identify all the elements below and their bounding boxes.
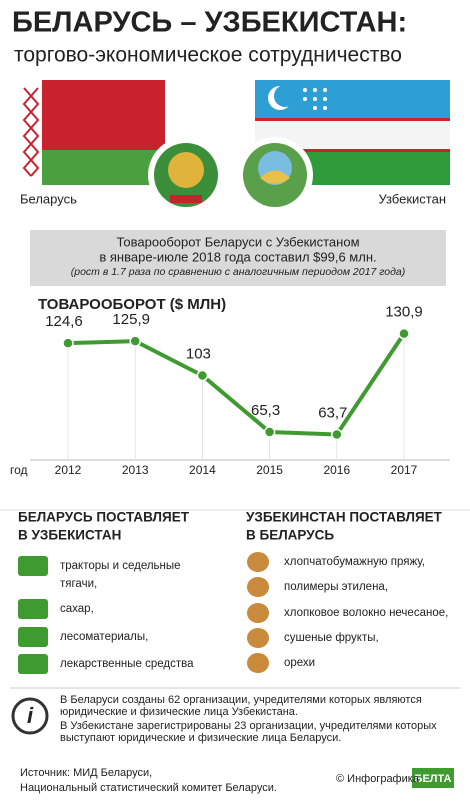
list-title: В УЗБЕКИСТАН — [18, 528, 121, 543]
country-label: Беларусь — [20, 191, 77, 206]
point — [263, 426, 276, 438]
list-item: лесоматериалы, — [60, 631, 148, 643]
list-item: тракторы и седельные — [60, 560, 181, 572]
x-tick-label: 2014 — [189, 463, 216, 477]
info-icon: i — [11, 697, 49, 735]
x-tick-label: 2015 — [256, 463, 283, 477]
value-label: 65,3 — [251, 402, 280, 419]
list-icon — [247, 628, 269, 648]
chart-title: ТОВАРООБОРОТ ($ МЛН) — [38, 296, 226, 313]
list-icon — [18, 599, 48, 619]
list-title: УЗБЕКИНСТАН ПОСТАВЛЯЕТ — [246, 510, 443, 525]
list-item: лекарственные средства — [60, 658, 194, 670]
info-text: В Узбекистане зарегистрированы 23 органи… — [60, 720, 437, 732]
subtitle: торгово-экономическое сотрудничество — [14, 44, 402, 67]
line — [67, 332, 406, 437]
source: Источник: МИД Беларуси, — [20, 767, 152, 779]
info-text: выступают юридические и физические лица … — [60, 732, 341, 744]
point — [196, 369, 209, 382]
list-icon — [247, 653, 269, 673]
list-item: хлопковое волокно нечесаное, — [284, 607, 448, 619]
point — [331, 428, 343, 441]
x-tick-label: 2013 — [122, 463, 149, 477]
title: БЕЛАРУСЬ – УЗБЕКИСТАН: — [12, 7, 407, 39]
list-icon — [247, 577, 269, 597]
list-item: тягачи, — [60, 578, 97, 590]
summary-line: Товарооборот Беларуси с Узбекистаном — [116, 234, 359, 249]
logo-box — [412, 768, 454, 788]
svg-text:i: i — [27, 703, 34, 728]
list-icon — [18, 556, 48, 576]
list-item: сушеные фрукты, — [284, 632, 379, 644]
point — [398, 327, 410, 340]
emblems — [148, 137, 313, 213]
x-tick-label: 2016 — [323, 463, 350, 477]
list-icon — [247, 552, 269, 572]
list-item: сахар, — [60, 603, 94, 615]
source: Национальный статистический комитет Бела… — [20, 782, 277, 794]
value-label: 103 — [186, 345, 211, 362]
belarus-flag — [20, 80, 165, 185]
summary-note: (рост в 1.7 раза по сравнению с аналогич… — [71, 266, 406, 278]
list-title: БЕЛАРУСЬ ПОСТАВЛЯЕТ — [18, 510, 190, 525]
summary-box — [30, 230, 446, 286]
list-item: орехи — [284, 657, 315, 669]
list-icon — [18, 627, 48, 647]
info-text: В Беларуси созданы 62 организации, учред… — [60, 694, 422, 706]
x-axis-label: год — [10, 463, 28, 477]
value-label: 124,6 — [45, 313, 83, 330]
credit: © Инфографика — [336, 773, 420, 785]
value-label: 130,9 — [385, 304, 423, 321]
x-tick-label: 2017 — [391, 463, 418, 477]
value-label: 125,9 — [112, 311, 150, 328]
point — [129, 335, 141, 347]
country-label: Узбекистан — [378, 191, 446, 206]
list-item: полимеры этилена, — [284, 581, 388, 593]
summary-line: в январе-июле 2018 года составил $99,6 м… — [99, 249, 376, 264]
uzbekistan-flag — [255, 80, 450, 185]
value-label: 63,7 — [318, 404, 347, 421]
x-tick-label: 2012 — [55, 463, 82, 477]
list-icon — [18, 654, 48, 674]
logo: БЕЛТА — [415, 773, 452, 785]
list-icon — [247, 603, 269, 623]
info-text: юридические и физические лица Узбекистан… — [60, 706, 298, 718]
point — [62, 337, 74, 349]
list-item: хлопчатобумажную пряжу, — [284, 556, 425, 568]
list-title: В БЕЛАРУСЬ — [246, 528, 334, 543]
